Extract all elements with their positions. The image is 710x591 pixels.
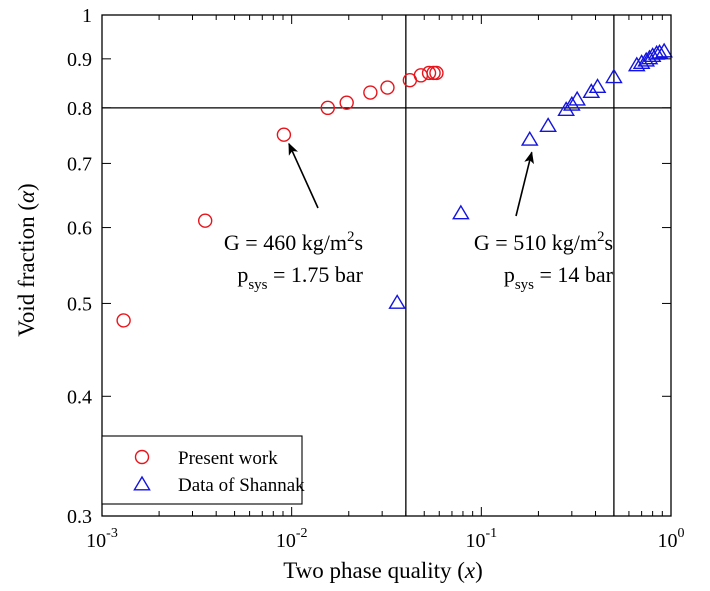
annotation-pressure-label: psys = 1.75 bar [237,262,363,293]
x-tick-label: 10-2 [276,526,308,552]
data-point-shannak [582,83,601,99]
data-point-shannak [452,204,470,220]
reference-lines [102,15,671,516]
data-point-shannak [557,101,575,116]
data-point-shannak [562,95,581,111]
annotation-arrow [288,142,319,209]
y-tick-label: 0.3 [67,506,92,528]
data-point-shannak [539,117,557,132]
y-tick-label: 0.9 [67,49,92,71]
data-point-present-work [363,85,378,100]
y-tick-labels: 0.3 0.4 0.5 0.6 0.7 0.8 0.9 1 [67,5,92,528]
annotation-mass-flux-label: G = 460 kg/m2s [224,229,363,255]
data-point-shannak [627,56,646,72]
data-point-present-work [429,65,444,81]
legend-box [101,435,303,505]
data-point-shannak [605,68,623,84]
data-point-present-work [421,65,437,81]
plot-frame [101,14,672,517]
x-axis-title: Two phase quality (x) [283,558,483,583]
data-point-present-work [116,313,131,328]
y-tick-label: 1 [82,5,92,27]
annotation-pressure-label: psys = 14 bar [504,262,614,293]
data-point-shannak [640,49,659,65]
x-tick-labels: 10-3 10-2 10-1 100 [86,526,684,552]
data-points [116,42,673,328]
legend-label: Present work [178,448,278,469]
data-point-present-work [339,95,354,110]
data-point-shannak [568,90,586,106]
y-tick-label: 0.6 [67,218,92,240]
legend-label: Data of Shannak [178,475,305,496]
data-point-shannak [643,47,662,63]
data-point-present-work [197,213,213,228]
data-point-shannak [388,294,407,309]
y-tick-label: 0.4 [67,386,92,408]
x-tick-label: 10-3 [86,526,118,552]
y-tick-label: 0.7 [67,153,92,175]
legend-marker-circle [134,449,150,465]
x-tick-label: 100 [658,526,685,552]
data-point-present-work [380,80,395,95]
data-point-shannak [647,44,666,60]
annotation-shannak-data: G = 510 kg/m2s psys = 14 bar [474,151,614,293]
data-point-present-work [320,100,335,116]
annotation-present-work: G = 460 kg/m2s psys = 1.75 bar [224,142,364,293]
x-tick-label: 10-1 [465,526,497,552]
data-point-shannak [588,78,607,94]
data-point-shannak [655,42,673,58]
data-point-present-work [276,127,292,142]
data-point-shannak [520,130,539,146]
data-point-shannak [650,43,669,59]
data-point-present-work [413,68,429,83]
annotation-arrow [515,151,534,217]
legend-marker-triangle [133,475,151,491]
y-tick-label: 0.8 [67,98,92,120]
y-axis-title: Void fraction (α) [14,183,39,336]
y-tick-label: 0.5 [67,293,92,315]
annotation-mass-flux-label: G = 510 kg/m2s [474,229,613,255]
legend: Present work Data of Shannak [101,435,305,505]
